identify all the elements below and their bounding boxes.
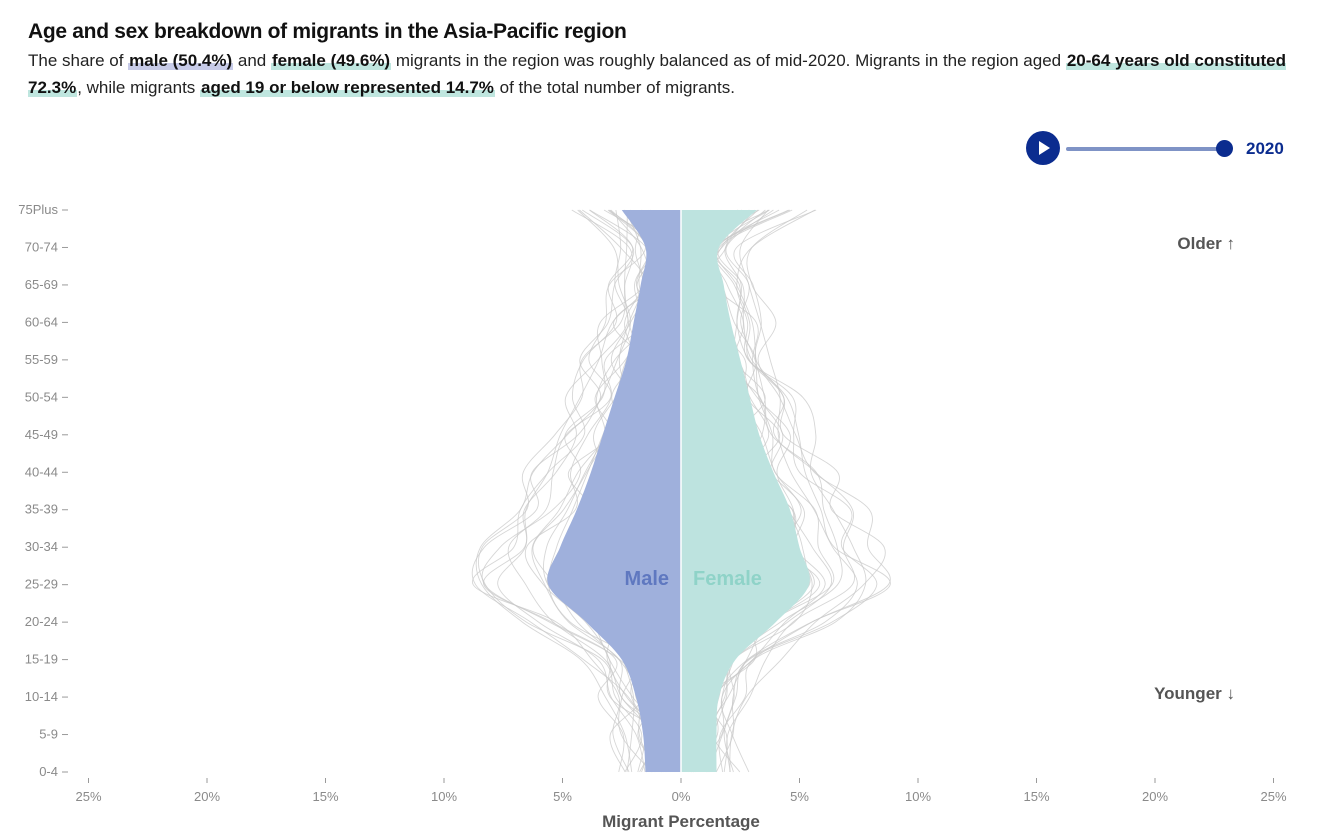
y-tick-label: 25-29: [25, 577, 58, 592]
x-tick-label: 25%: [1260, 789, 1286, 804]
older-annotation: Older ↑: [1177, 234, 1235, 253]
y-tick-label: 45-49: [25, 427, 58, 442]
country-line: [472, 209, 633, 773]
x-tick-label: 5%: [790, 789, 809, 804]
country-line: [708, 209, 858, 773]
description-text-1: The share of: [28, 51, 129, 70]
year-player: 2020: [1026, 131, 1306, 167]
younger-annotation: Younger ↓: [1154, 684, 1235, 703]
chart-description: The share of male (50.4%) and female (49…: [28, 47, 1308, 101]
country-line: [709, 209, 891, 773]
description-text-5: of the total number of migrants.: [494, 78, 735, 97]
youth-highlight: aged 19 or below represented 14.7%: [200, 78, 495, 97]
y-tick-label: 70-74: [25, 239, 58, 254]
x-axis: 25% 20% 15% 10% 5% 0% 5% 10% 15% 20% 25%: [75, 778, 1287, 804]
male-series-label: Male: [625, 568, 669, 590]
country-line: [724, 209, 855, 773]
country-line: [729, 209, 886, 773]
x-axis-title: Migrant Percentage: [602, 812, 760, 831]
play-button[interactable]: [1026, 131, 1060, 165]
year-slider-handle[interactable]: [1216, 140, 1233, 157]
x-tick-label: 20%: [194, 789, 220, 804]
y-tick-label: 20-24: [25, 614, 58, 629]
country-line: [471, 209, 646, 773]
description-text-4: , while migrants: [77, 78, 201, 97]
male-area: [547, 210, 681, 772]
x-tick-label: 15%: [312, 789, 338, 804]
play-icon: [1039, 141, 1050, 155]
x-tick-label: 10%: [905, 789, 931, 804]
country-line: [507, 209, 652, 773]
y-axis: 0-4 5-9 10-14 15-19 20-24 25-29 30-34 35-39 40-4…: [18, 202, 68, 779]
y-tick-label: 35-39: [25, 502, 58, 517]
y-tick-label: 75Plus: [18, 202, 58, 217]
description-text-2: and: [233, 51, 271, 70]
x-tick-label: 10%: [431, 789, 457, 804]
y-tick-label: 5-9: [39, 727, 58, 742]
male-share-highlight: male (50.4%): [128, 51, 234, 70]
y-tick-label: 55-59: [25, 352, 58, 367]
country-line: [475, 209, 635, 773]
x-tick-label: 20%: [1142, 789, 1168, 804]
y-tick-label: 0-4: [39, 764, 58, 779]
year-label: 2020: [1246, 139, 1284, 158]
y-tick-label: 30-34: [25, 539, 58, 554]
x-tick-label: 5%: [553, 789, 572, 804]
y-tick-label: 15-19: [25, 652, 58, 667]
description-text-3: migrants in the region was roughly balan…: [391, 51, 1066, 70]
y-tick-label: 60-64: [25, 314, 58, 329]
y-tick-label: 65-69: [25, 277, 58, 292]
country-line: [497, 209, 647, 773]
y-tick-label: 10-14: [25, 689, 58, 704]
y-tick-label: 50-54: [25, 389, 58, 404]
x-tick-label: 0%: [672, 789, 691, 804]
x-tick-label: 25%: [75, 789, 101, 804]
chart-title: Age and sex breakdown of migrants in the…: [28, 20, 627, 43]
population-pyramid-chart: 0-4 5-9 10-14 15-19 20-24 25-29 30-34 35-39 40-4…: [18, 202, 1287, 831]
year-slider-track[interactable]: [1066, 147, 1224, 151]
female-area: [681, 210, 810, 772]
x-tick-label: 15%: [1023, 789, 1049, 804]
female-series-label: Female: [693, 568, 762, 590]
country-line: [531, 209, 664, 773]
country-line: [718, 209, 867, 773]
female-share-highlight: female (49.6%): [270, 51, 392, 70]
y-tick-label: 40-44: [25, 464, 58, 479]
